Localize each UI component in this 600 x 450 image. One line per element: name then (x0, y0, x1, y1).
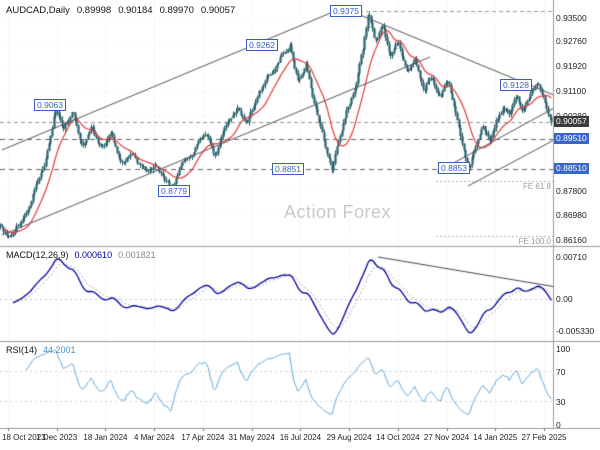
price-annotation[interactable]: 0.9128 (500, 79, 532, 92)
fib-extension-label: FE 100.0 (518, 236, 551, 246)
current-price-badge: 0.90057 (554, 116, 589, 128)
high-value: 0.90184 (118, 5, 153, 16)
date-axis-label: 31 May 2024 (228, 433, 275, 442)
support-level-badge: 0.88510 (554, 163, 589, 175)
price-annotation[interactable]: 0.8851 (272, 163, 304, 176)
symbol-timeframe-label: AUDCAD,Daily (6, 5, 70, 16)
date-axis-label: 14 Oct 2024 (376, 433, 420, 442)
macd-signal-value: 0.001821 (118, 250, 156, 260)
price-annotation[interactable]: 0.9375 (330, 4, 362, 17)
price-axis-label: 0.91100 (556, 85, 587, 96)
macd-indicator-label: MACD(12,26,9) 0.000610 0.001821 (6, 250, 156, 260)
rsi-indicator-label: RSI(14) 44.2001 (6, 345, 76, 355)
price-axis-label: 0.90280 (556, 111, 587, 121)
rsi-name: RSI(14) (6, 345, 38, 355)
date-axis-label: 1 Dec 2023 (36, 433, 78, 442)
date-axis-label: 18 Oct 2023 (2, 433, 46, 442)
ohlc-header: AUDCAD,Daily 0.89998 0.90184 0.89970 0.9… (6, 5, 235, 16)
rsi-axis-label: 70 (556, 366, 566, 377)
date-axis-label: 27 Nov 2024 (423, 433, 470, 442)
macd-name: MACD(12,26,9) (6, 250, 69, 260)
date-axis-label: 29 Aug 2024 (326, 433, 372, 442)
rsi-axis-label: 30 (556, 397, 566, 408)
price-annotation[interactable]: 0.9063 (34, 98, 66, 111)
macd-value: 0.000610 (74, 250, 113, 260)
price-axis-label: 0.86980 (556, 210, 587, 221)
price-axis-label: 0.93500 (556, 13, 587, 24)
price-axis-label: 0.87800 (556, 185, 587, 196)
date-axis-label: 16 Jul 2024 (279, 433, 322, 442)
rsi-value: 44.2001 (43, 345, 76, 355)
price-axis-label: 0.86160 (556, 235, 587, 246)
open-value: 0.89998 (76, 5, 112, 16)
price-annotation[interactable]: 0.8779 (158, 184, 190, 197)
price-annotation[interactable]: 0.8853 (438, 162, 470, 175)
fib-extension-label: FE 61.8 (522, 181, 551, 191)
price-axis-label: 0.91920 (556, 60, 587, 71)
macd-axis-label: -0.005330 (556, 325, 595, 336)
support-level-badge: 0.89510 (554, 132, 589, 144)
close-value: 0.90057 (200, 5, 236, 16)
price-axis-label: 0.92760 (556, 35, 587, 46)
price-annotation[interactable]: 0.9262 (246, 38, 278, 51)
date-axis-label: 17 Apr 2024 (181, 433, 225, 442)
date-axis-label: 18 Jan 2024 (83, 433, 128, 442)
date-axis-label: 14 Jan 2025 (473, 433, 518, 442)
date-axis-label: 27 Feb 2025 (521, 433, 567, 442)
rsi-axis-label: 0 (556, 420, 561, 430)
low-value: 0.89970 (159, 5, 194, 16)
macd-axis-label: 0.00 (556, 294, 573, 304)
macd-axis-label: 0.00710 (556, 252, 587, 262)
rsi-axis-label: 100 (556, 344, 571, 354)
date-axis-label: 4 Mar 2024 (133, 433, 175, 442)
watermark: Action Forex (284, 202, 392, 222)
